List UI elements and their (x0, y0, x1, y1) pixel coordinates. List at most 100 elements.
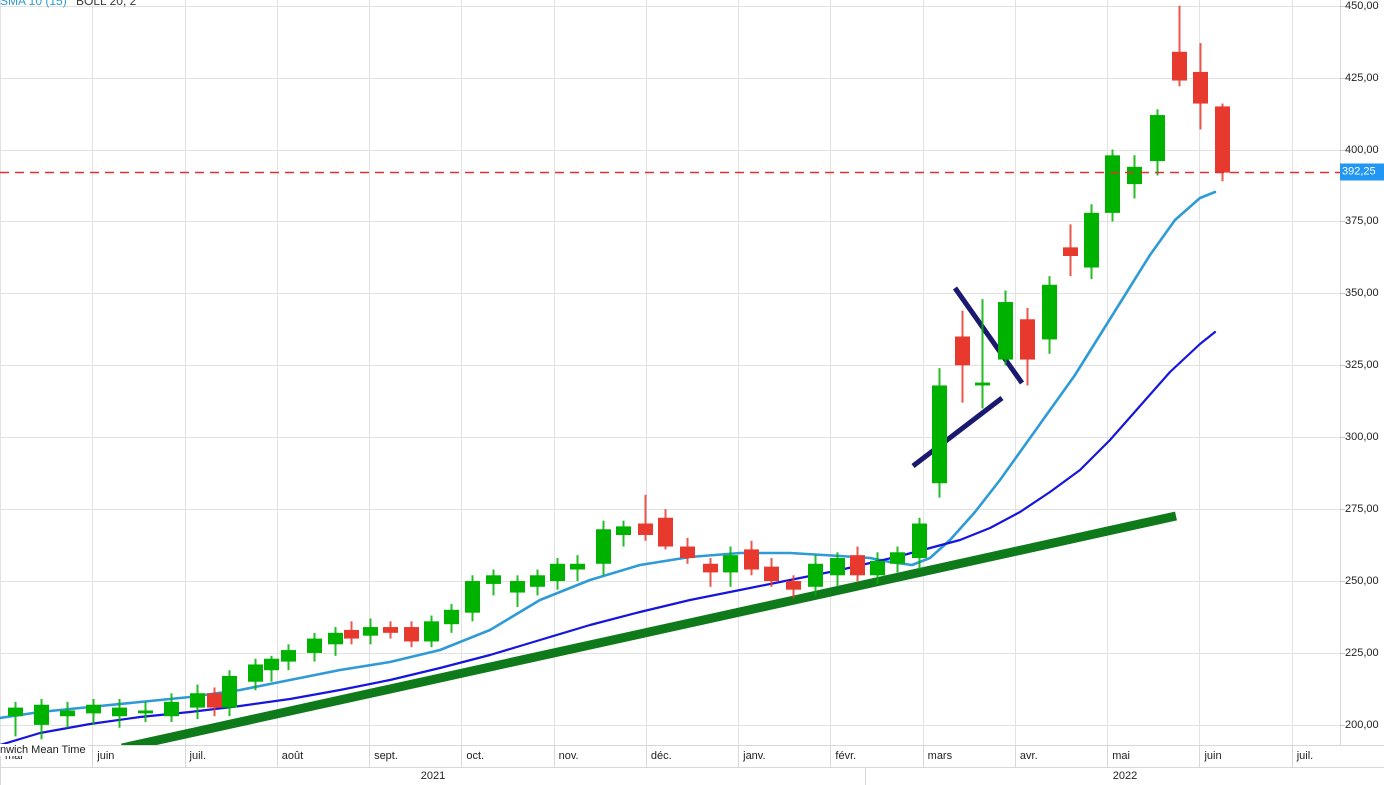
candle-body (486, 575, 501, 584)
candle-body (34, 704, 49, 725)
candlestick[interactable] (86, 698, 101, 725)
price-axis[interactable]: 450,00 425,00 400,00 375,00 350,00 325,00 300,… (1339, 0, 1384, 745)
candlestick[interactable] (912, 517, 927, 570)
navy-uptrend[interactable] (911, 396, 1004, 468)
candlestick[interactable] (764, 558, 779, 587)
user-drawn-trendlines[interactable] (121, 286, 1177, 745)
candle-body (890, 552, 905, 564)
candlestick[interactable] (658, 509, 673, 550)
candlestick[interactable] (60, 701, 75, 728)
candlestick[interactable] (248, 658, 263, 691)
candlestick[interactable] (8, 701, 23, 737)
candlestick[interactable] (404, 621, 419, 648)
candlestick[interactable] (596, 520, 611, 576)
time-axis-month: avr. (1014, 746, 1107, 767)
current-price-badge[interactable]: 392,25 (1340, 163, 1384, 181)
candlestick[interactable] (1150, 109, 1165, 176)
candlestick[interactable] (424, 615, 439, 648)
price-axis-tick: 275,00 (1339, 503, 1379, 515)
candlestick[interactable] (975, 299, 990, 409)
price-axis-tick: 300,00 (1339, 431, 1379, 443)
candlestick[interactable] (616, 520, 631, 547)
price-tick-mark (1339, 437, 1345, 439)
candle-body (596, 529, 611, 564)
navy-downtrend[interactable] (952, 286, 1025, 385)
candle-body (1084, 212, 1099, 268)
price-tick-mark (1339, 509, 1345, 511)
time-axis-month: juil. (184, 746, 277, 767)
time-axis[interactable]: mai juin juil. août sept. oct. nov. déc. janv. fé… (0, 745, 1384, 785)
candlestick[interactable] (1063, 224, 1078, 277)
candlestick[interactable] (890, 546, 905, 573)
price-axis-tick: 450,00 (1339, 0, 1379, 12)
candlestick[interactable] (34, 698, 49, 740)
candlestick[interactable] (1193, 43, 1208, 130)
candle-body (86, 704, 101, 714)
candlestick[interactable] (465, 575, 480, 622)
candlestick[interactable] (112, 698, 127, 728)
candle-body (164, 701, 179, 717)
timezone-label: nwich Mean Time (0, 744, 88, 756)
candlestick[interactable] (510, 575, 525, 607)
candlestick[interactable] (344, 621, 359, 645)
candlestick[interactable] (680, 537, 695, 564)
candlestick[interactable] (207, 687, 222, 717)
candle-body (60, 710, 75, 717)
candlestick[interactable] (1042, 276, 1057, 354)
candle-body (764, 566, 779, 582)
candlestick[interactable] (307, 632, 322, 662)
time-axis-month: nov. (553, 746, 646, 767)
price-tick-mark (1339, 365, 1345, 367)
candlestick[interactable] (850, 546, 865, 582)
candlestick[interactable] (264, 655, 279, 682)
candlestick[interactable] (744, 540, 759, 576)
time-axis-month: juin (1199, 746, 1291, 767)
candlestick[interactable] (363, 618, 378, 645)
candlestick[interactable] (870, 552, 885, 584)
candlestick-series[interactable] (8, 5, 1230, 740)
candle-body (248, 664, 263, 682)
candlestick[interactable] (723, 546, 738, 587)
candlestick[interactable] (1105, 149, 1120, 222)
candle-body (998, 302, 1013, 360)
candlestick[interactable] (1215, 103, 1230, 182)
candlestick[interactable] (1127, 155, 1142, 199)
candlestick[interactable] (932, 368, 947, 498)
time-axis-month: févr. (830, 746, 922, 767)
candlestick[interactable] (1172, 5, 1187, 87)
green-uptrend-support[interactable] (121, 511, 1177, 745)
candlestick[interactable] (570, 555, 585, 582)
candlestick[interactable] (328, 627, 343, 656)
candlestick[interactable] (703, 558, 718, 587)
candlestick[interactable] (955, 310, 970, 403)
candlestick[interactable] (222, 670, 237, 717)
price-axis-tick: 200,00 (1339, 719, 1379, 731)
indicator-line-sma (0, 190, 1217, 720)
candle-body (307, 638, 322, 653)
candlestick[interactable] (138, 701, 153, 722)
chart-canvas[interactable] (0, 0, 1340, 745)
candle-body (112, 707, 127, 717)
year-label-row: 2021 2022 (0, 767, 1384, 785)
candlestick[interactable] (444, 604, 459, 633)
candlestick[interactable] (808, 555, 823, 596)
candlestick[interactable] (998, 290, 1013, 366)
candlestick[interactable] (638, 494, 653, 541)
candlestick[interactable] (550, 558, 565, 590)
price-axis-tick: 250,00 (1339, 575, 1379, 587)
candlestick[interactable] (530, 569, 545, 596)
candlestick[interactable] (190, 684, 205, 720)
candlestick[interactable] (1020, 307, 1035, 386)
candlestick[interactable] (164, 693, 179, 722)
candlestick[interactable] (830, 552, 845, 587)
chart-plot-area[interactable] (0, 0, 1340, 745)
candlestick[interactable] (281, 644, 296, 671)
candle-body (1215, 106, 1230, 173)
price-axis-tick: 225,00 (1339, 647, 1379, 659)
candlestick[interactable] (786, 575, 801, 599)
candle-body (955, 336, 970, 366)
candlestick[interactable] (486, 569, 501, 596)
candlestick[interactable] (1084, 204, 1099, 280)
candle-body (723, 555, 738, 573)
candlestick[interactable] (383, 621, 398, 639)
